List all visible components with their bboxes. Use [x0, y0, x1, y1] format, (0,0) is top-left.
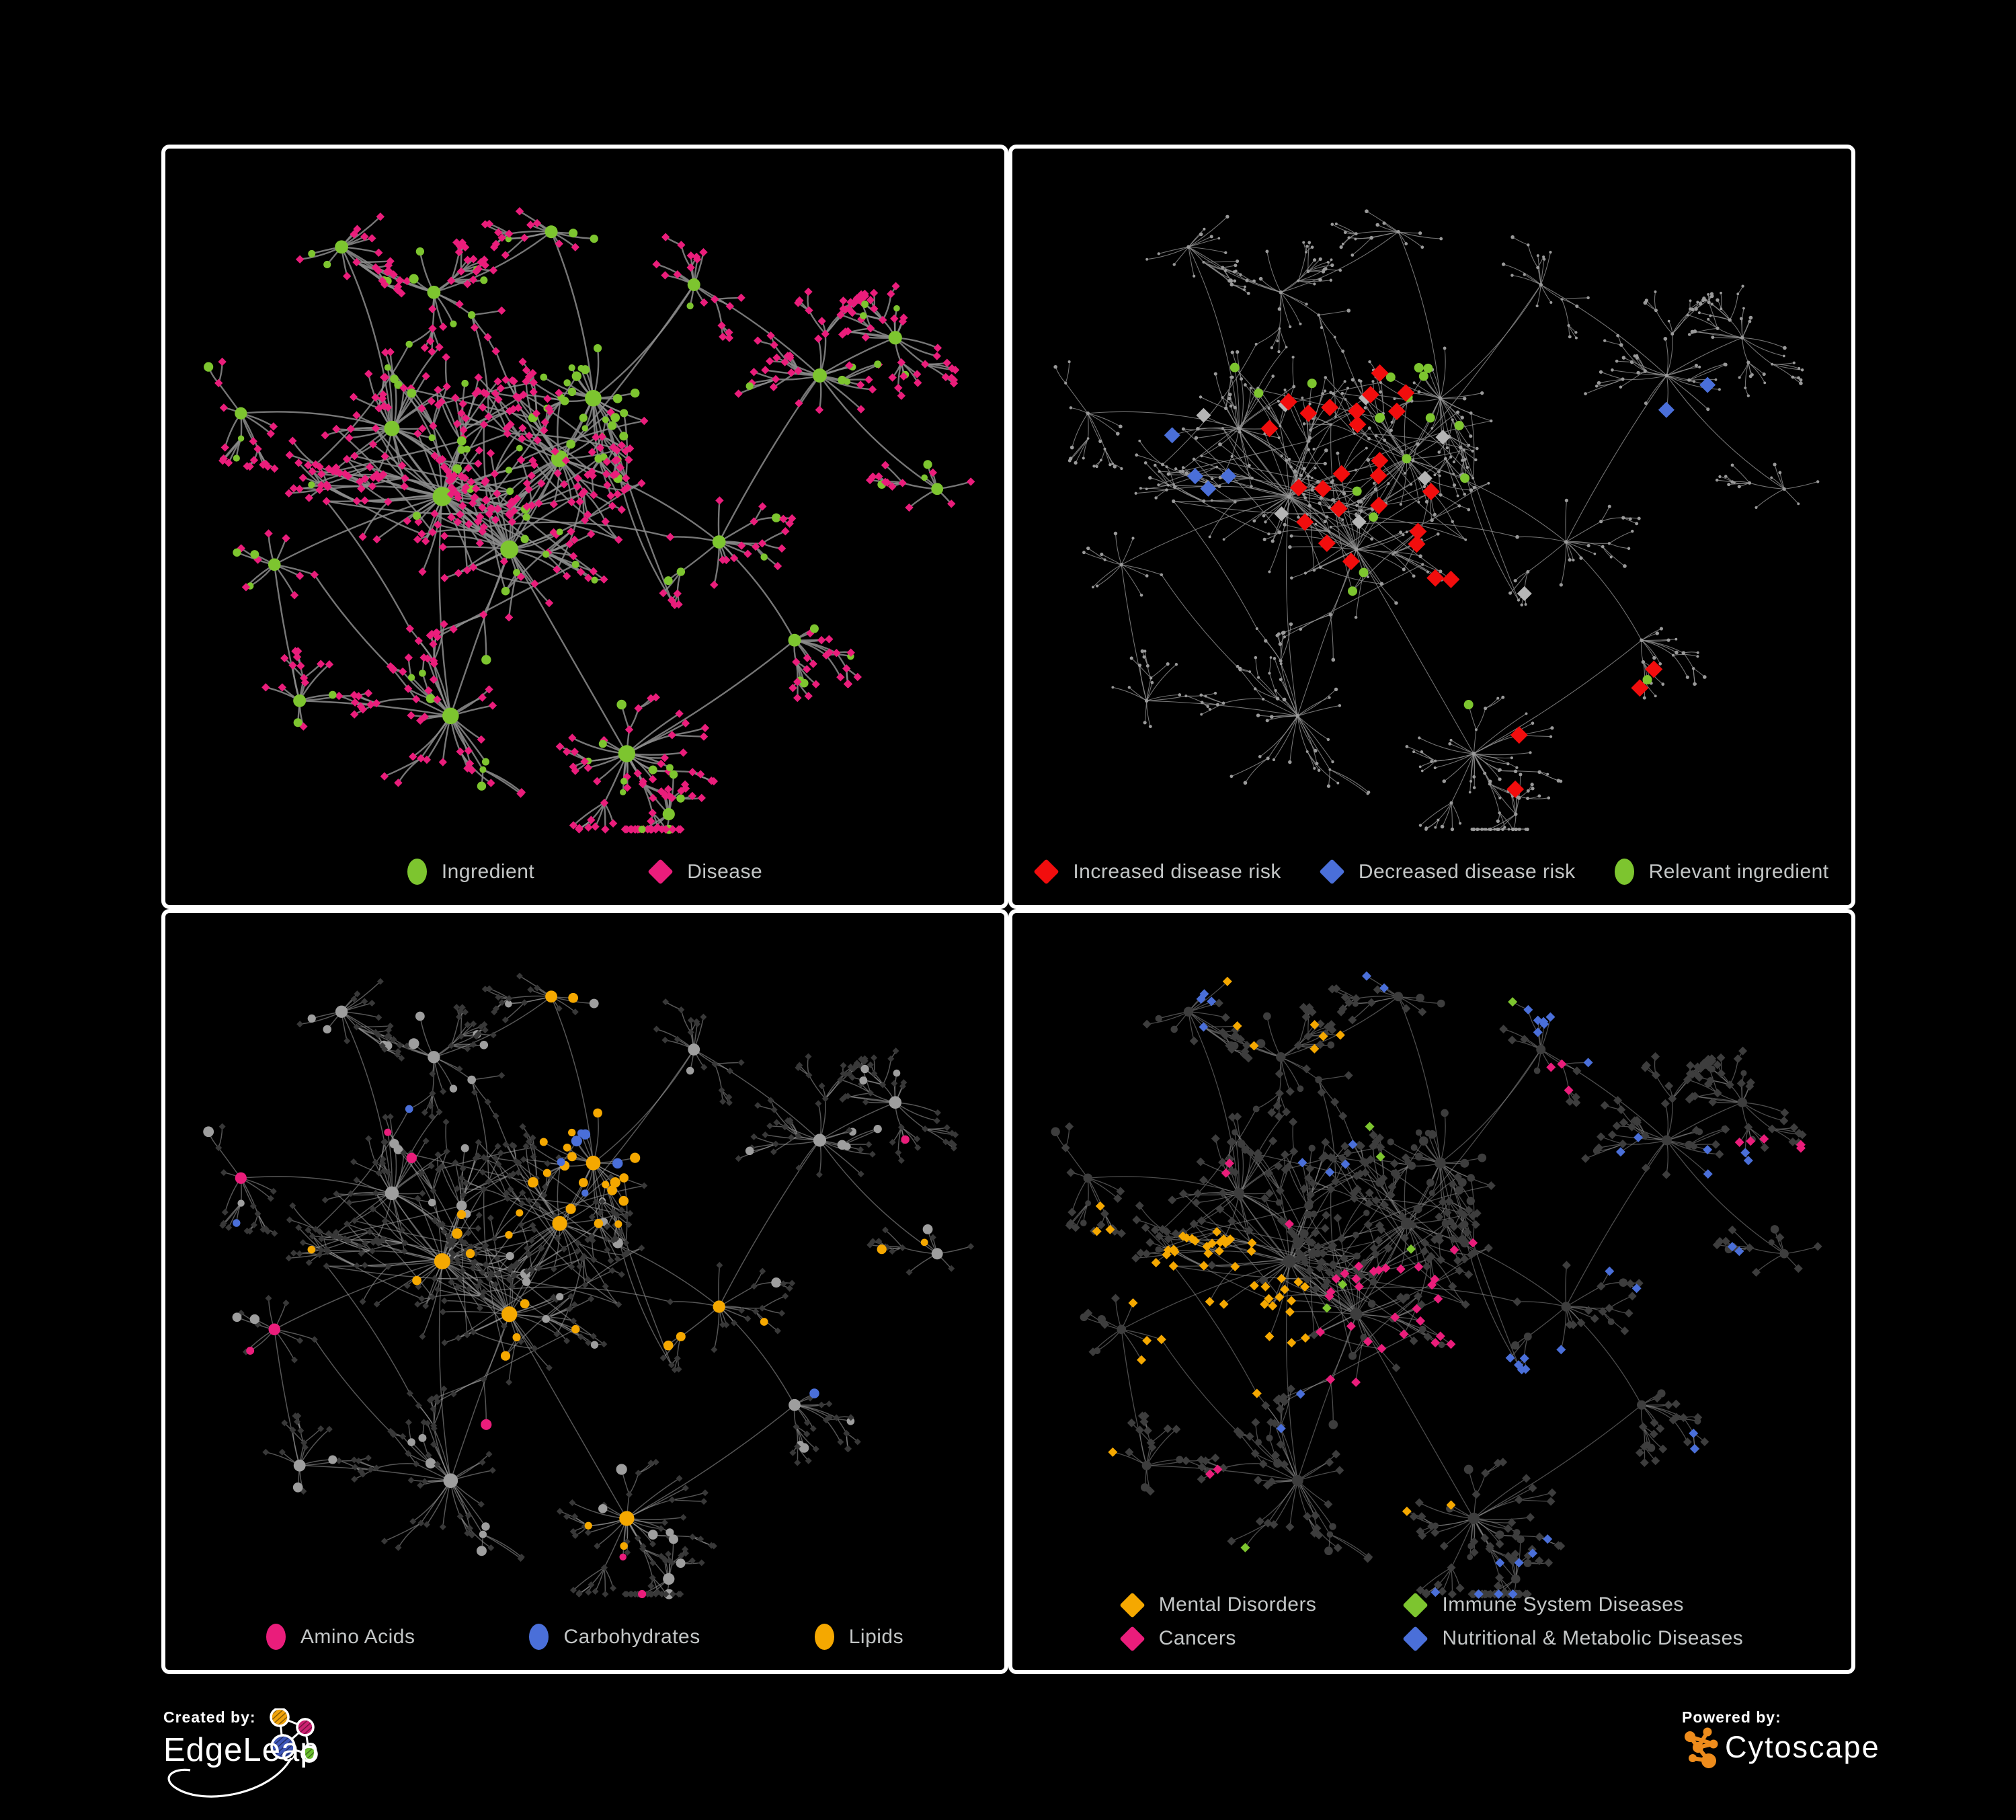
legend-ellipse-marker — [407, 859, 427, 885]
legend-ellipse-marker — [814, 1624, 834, 1650]
legend-label: Nutritional & Metabolic Diseases — [1442, 1627, 1744, 1649]
legend-item: Amino Acids — [266, 1624, 415, 1650]
panel-disease-classes: Mental Disorders Immune System Diseases Ca… — [1008, 909, 1855, 1674]
legend-item: Cancers — [1119, 1625, 1317, 1652]
legend-item: Carbohydrates — [529, 1624, 700, 1650]
edgeleap-logo-icon — [167, 1708, 318, 1798]
legend-diamond-marker — [1033, 859, 1059, 885]
legend-label: Mental Disorders — [1158, 1593, 1317, 1616]
legend-label: Lipids — [848, 1625, 904, 1648]
cytoscape-logo-icon — [1685, 1727, 1718, 1768]
legend-item: Immune System Diseases — [1402, 1591, 1743, 1618]
legend-ingredient-disease: Ingredient Disease — [165, 859, 1004, 885]
legend-item: Relevant ingredient — [1614, 859, 1829, 885]
edgeleap-attribution: Created by: EdgeLeap — [163, 1708, 479, 1820]
powered-by-label: Powered by: — [1682, 1708, 1781, 1726]
legend-label: Disease — [687, 860, 763, 883]
legend-item: Increased disease risk — [1033, 859, 1281, 885]
legend-item: Disease — [647, 859, 763, 885]
network-graph-nutrient-classes — [203, 972, 975, 1599]
panel-nutrient-classes: Amino Acids Carbohydrates Lipids — [161, 909, 1008, 1674]
legend-ellipse-marker — [266, 1624, 286, 1650]
legend-disease-classes: Mental Disorders Immune System Diseases Ca… — [1012, 1591, 1851, 1652]
legend-diamond-marker — [1319, 859, 1345, 885]
cytoscape-wordmark: Cytoscape — [1725, 1730, 1880, 1764]
network-graph-disease-classes — [1051, 971, 1822, 1599]
legend-diamond-marker — [647, 859, 674, 885]
legend-ellipse-marker — [529, 1624, 549, 1650]
legend-diamond-marker — [1119, 1591, 1145, 1618]
legend-diamond-marker — [1402, 1625, 1429, 1652]
legend-label: Immune System Diseases — [1442, 1593, 1684, 1616]
cytoscape-attribution: Powered by: Cytoscape — [1682, 1708, 1998, 1816]
legend-diamond-marker — [1119, 1625, 1145, 1652]
panel-ingredient-disease: Ingredient Disease — [161, 145, 1008, 909]
legend-label: Cancers — [1158, 1627, 1236, 1649]
network-graph-disease-risk — [1053, 209, 1820, 832]
panel-disease-risk: Increased disease risk Decreased disease … — [1008, 145, 1855, 909]
legend-nutrient-classes: Amino Acids Carbohydrates Lipids — [165, 1624, 1004, 1650]
legend-diamond-marker — [1402, 1591, 1429, 1618]
legend-label: Ingredient — [441, 860, 535, 883]
edgeleap-wordmark: EdgeLeap — [163, 1732, 319, 1768]
legend-item: Decreased disease risk — [1319, 859, 1576, 885]
network-graph-ingredient-disease — [204, 207, 975, 834]
legend-disease-risk: Increased disease risk Decreased disease … — [1012, 859, 1851, 885]
legend-label: Decreased disease risk — [1358, 860, 1576, 883]
legend-item: Ingredient — [407, 859, 534, 885]
legend-item: Lipids — [814, 1624, 904, 1650]
legend-label: Relevant ingredient — [1648, 860, 1829, 883]
legend-label: Carbohydrates — [563, 1625, 700, 1648]
legend-item: Nutritional & Metabolic Diseases — [1402, 1625, 1744, 1652]
legend-ellipse-marker — [1614, 859, 1634, 885]
created-by-label: Created by: — [163, 1708, 256, 1726]
legend-item: Mental Disorders — [1119, 1591, 1317, 1618]
legend-label: Increased disease risk — [1073, 860, 1281, 883]
legend-label: Amino Acids — [300, 1625, 415, 1648]
